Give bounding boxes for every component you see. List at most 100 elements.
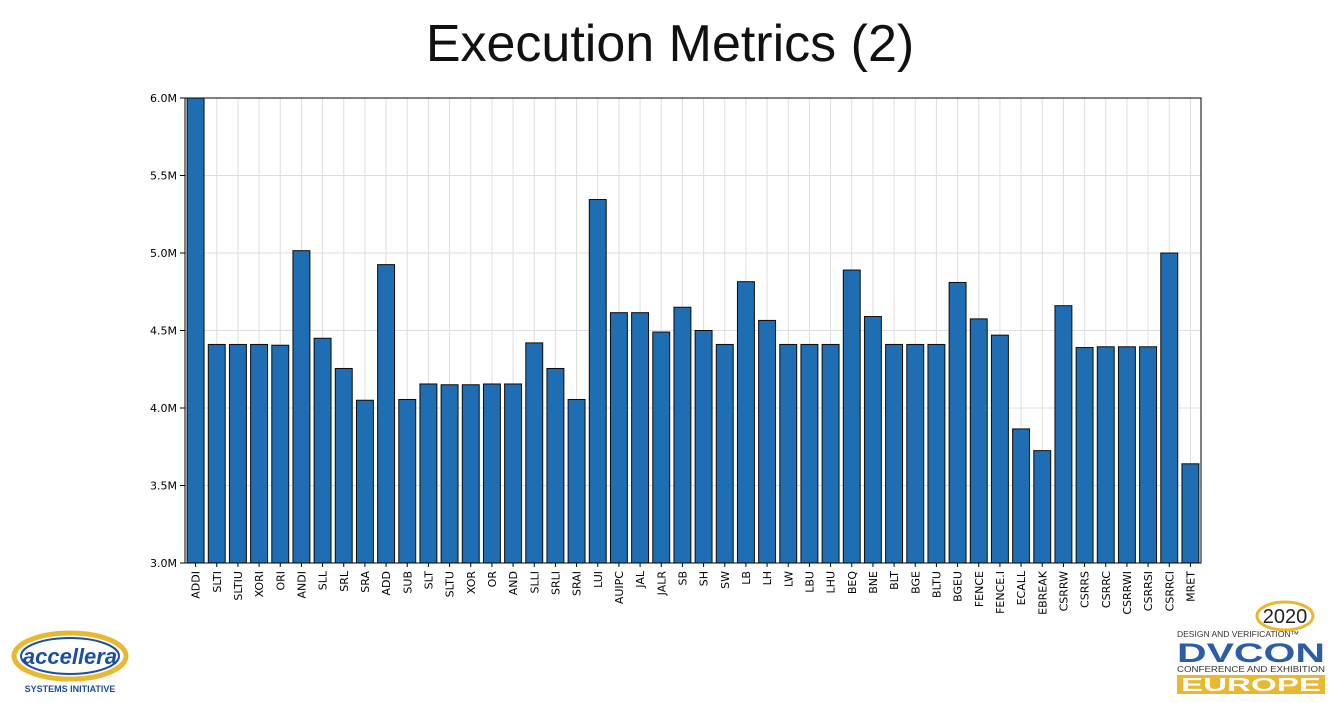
x-tick-label: BGE: [909, 571, 922, 594]
x-tick-label: JALR: [655, 571, 668, 597]
bar-sb: [673, 306, 692, 564]
bar-jal: [631, 312, 650, 564]
bar-bne: [863, 316, 882, 564]
slide-title: Execution Metrics (2): [425, 15, 915, 73]
x-tick-label: ECALL: [1015, 570, 1028, 605]
x-tick-label: LBU: [803, 571, 816, 593]
x-tick-label: BGEU: [952, 571, 965, 602]
x-tick-label: OR: [486, 571, 499, 588]
bar-slli: [525, 342, 544, 564]
bar-andi: [292, 250, 311, 564]
bar-fence-i: [990, 334, 1009, 564]
accellera-subtitle: SYSTEMS INITIATIVE: [25, 684, 116, 694]
bar-xori: [250, 343, 269, 564]
bar-lh: [758, 319, 777, 564]
x-tick-label: LB: [740, 571, 753, 585]
bar-lui: [588, 199, 607, 564]
bar-sltiu: [228, 343, 247, 564]
bar-addi: [186, 97, 205, 564]
x-tick-label: SLLI: [528, 571, 541, 593]
dvcon-wordmark: DVCON: [1177, 638, 1325, 668]
bar-fence: [969, 318, 988, 564]
bar-ecall: [1012, 428, 1031, 564]
bar-lbu: [800, 343, 819, 564]
bar-sra: [355, 399, 374, 564]
x-tick-label: LUI: [592, 571, 605, 588]
bar-csrrc: [1096, 346, 1115, 564]
bar-blt: [885, 343, 904, 564]
bar-xor: [461, 384, 480, 564]
bar-slt: [419, 383, 438, 564]
x-tick-label: FENCE.I: [994, 571, 1007, 614]
bar-csrrw: [1054, 305, 1073, 564]
x-tick-label: BNE: [867, 571, 880, 594]
x-tick-label: SLL: [317, 570, 330, 590]
x-tick-label: CSRRC: [1100, 571, 1113, 608]
x-tick-label: CSRRSI: [1142, 571, 1155, 611]
plot-frame: [184, 97, 1202, 564]
x-tick-label: SRA: [359, 571, 372, 593]
y-tick-label: 3.0M: [150, 557, 177, 570]
bar-srai: [567, 398, 586, 564]
bar-or: [482, 383, 501, 564]
bar-bge: [906, 343, 925, 564]
x-tick-label: LW: [782, 571, 795, 587]
bar-csrrwi: [1117, 346, 1136, 564]
dvcon-year: 2020: [1263, 606, 1308, 628]
y-tick-label: 5.5M: [150, 170, 177, 183]
bar-csrrci: [1160, 252, 1179, 564]
y-tick-label: 4.0M: [150, 402, 177, 415]
y-tick-label: 5.0M: [150, 247, 177, 260]
bar-jalr: [652, 331, 671, 564]
accellera-logo: accellera SYSTEMS INITIATIVE: [11, 630, 129, 694]
bar-ori: [271, 344, 290, 564]
bar-beq: [842, 269, 861, 564]
x-tick-label: EBREAK: [1036, 570, 1049, 615]
x-tick-label: CSRRS: [1079, 571, 1092, 608]
dvcon-region: EUROPE: [1181, 675, 1321, 695]
x-tick-label: CSRRCI: [1163, 571, 1176, 611]
bar-add: [377, 264, 396, 564]
bar-lhu: [821, 343, 840, 564]
bar-bltu: [927, 343, 946, 564]
bar-sub: [398, 398, 417, 564]
x-tick-label: LHU: [825, 571, 838, 593]
bar-srl: [334, 367, 353, 564]
bar-lb: [736, 281, 755, 564]
bar-lw: [779, 343, 798, 564]
x-tick-label: BLT: [888, 571, 901, 590]
x-tick-label: AND: [507, 571, 520, 595]
x-tick-label: AUIPC: [613, 571, 626, 604]
x-tick-label: LH: [761, 571, 774, 585]
x-tick-label: ADD: [380, 571, 393, 595]
bar-sltu: [440, 384, 459, 564]
x-tick-label: BEQ: [846, 571, 859, 594]
accellera-wordmark: accellera: [23, 644, 117, 669]
x-tick-label: XORI: [253, 571, 266, 597]
x-tick-label: SLT: [422, 571, 435, 590]
x-tick-label: SRAI: [571, 571, 584, 596]
dvcon-subtitle: CONFERENCE AND EXHIBITION: [1177, 665, 1325, 674]
dvcon-logo: 2020 DESIGN AND VERIFICATION™ DVCON CONF…: [1177, 600, 1325, 695]
x-tick-label: SRLI: [549, 571, 562, 595]
x-tick-label: SLTI: [211, 571, 224, 593]
bar-bgeu: [948, 281, 967, 564]
x-tick-label: SUB: [401, 571, 414, 594]
x-tick-label: XOR: [465, 571, 478, 594]
x-tick-label: ADDI: [190, 571, 203, 599]
x-tick-label: MRET: [1184, 571, 1197, 602]
bar-srli: [546, 367, 565, 564]
bar-sh: [694, 330, 713, 564]
x-tick-label: SRL: [338, 570, 351, 592]
x-tick-label: SLTIU: [232, 571, 245, 601]
x-tick-label: SW: [719, 571, 732, 589]
x-tick-label: SLTU: [444, 571, 457, 597]
bar-mret: [1181, 463, 1200, 564]
x-tick-label: ANDI: [295, 571, 308, 598]
x-tick-label: JAL: [634, 570, 647, 589]
bar-csrrsi: [1139, 346, 1158, 564]
bar-slti: [207, 343, 226, 564]
x-tick-label: CSRRWI: [1121, 571, 1134, 615]
x-tick-label: FENCE: [973, 571, 986, 607]
